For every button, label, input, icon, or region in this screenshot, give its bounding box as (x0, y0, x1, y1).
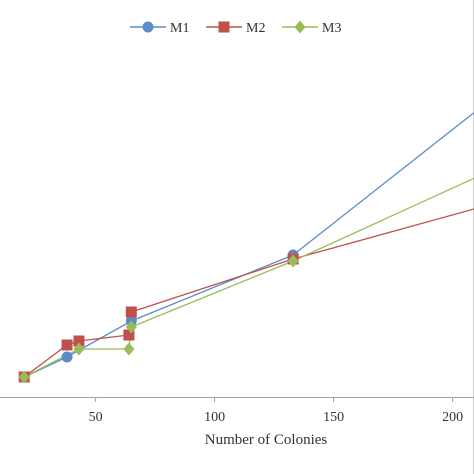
legend-item-m1: M1 (130, 21, 189, 36)
series-markers (18, 249, 299, 384)
series-lines (23, 111, 474, 378)
data-point-m3 (125, 320, 137, 334)
data-point-m3 (123, 342, 135, 356)
legend-item-m2: M2 (206, 21, 265, 36)
data-point-m1 (61, 351, 73, 363)
data-point-m3 (287, 254, 299, 268)
series-line-m1 (23, 111, 474, 378)
x-tick-label: 200 (442, 410, 463, 425)
data-point-m3 (73, 342, 85, 356)
data-point-m2 (61, 339, 73, 351)
legend-swatch-marker (218, 21, 230, 33)
x-tick-label: 150 (323, 410, 344, 425)
series-line-m3 (23, 177, 474, 378)
legend-item-m3: M3 (282, 20, 341, 36)
data-point-m2 (125, 306, 137, 318)
x-axis-label: Number of Colonies (205, 432, 328, 448)
series-line-m2 (23, 208, 474, 378)
data-point-m3 (18, 370, 30, 384)
legend-label: M3 (322, 21, 341, 36)
legend-label: M2 (246, 21, 265, 36)
data-point-m2 (73, 335, 85, 347)
legend-swatch-marker (294, 20, 306, 34)
legend-swatch-marker (142, 21, 154, 33)
data-point-m2 (123, 329, 135, 341)
x-tick-label: 100 (204, 410, 225, 425)
legend: M1 M2 M3 (130, 20, 341, 36)
legend-label: M1 (170, 21, 189, 36)
x-tick-label: 50 (89, 410, 103, 425)
x-axis-ticks: 50 100 150 200 (89, 397, 463, 425)
